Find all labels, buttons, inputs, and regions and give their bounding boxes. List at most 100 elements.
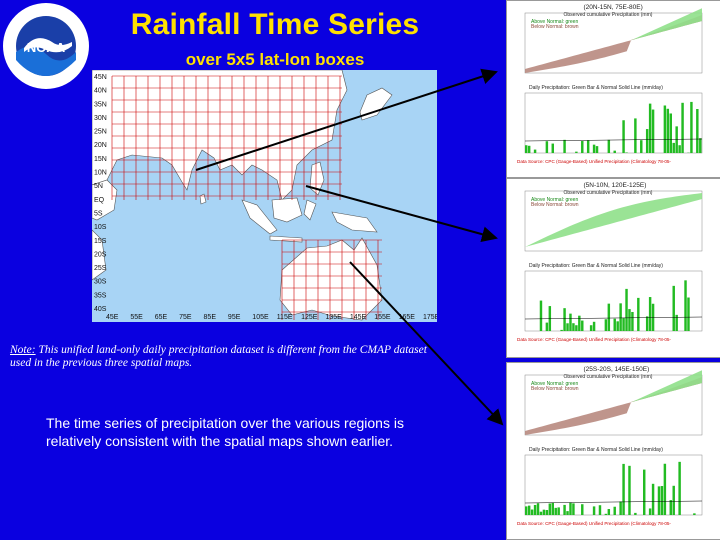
lat-label: 45N [94, 74, 107, 81]
panel-header: (20N-15N, 75E-80E) [584, 4, 643, 11]
legend-above: Above Normal: green [531, 381, 578, 387]
lat-label: 25S [94, 265, 107, 272]
daily-bar [648, 103, 652, 153]
daily-bar [645, 316, 649, 331]
daily-bar [525, 145, 528, 153]
note-label: Note: [10, 344, 36, 356]
daily-bar [545, 141, 549, 153]
daily-bar [563, 139, 566, 153]
daily-bar [672, 142, 675, 153]
note: Note: This unified land-only daily preci… [10, 344, 430, 370]
note-text: This unified land-only daily precipitati… [10, 344, 427, 369]
daily-bar [613, 150, 616, 153]
daily-bar [533, 149, 537, 153]
daily-bar [687, 297, 690, 331]
daily-bar [589, 325, 593, 331]
daily-bar [572, 323, 575, 331]
daily-bar [533, 504, 537, 515]
daily-bar [640, 140, 643, 153]
daily-bar [551, 502, 554, 515]
cum-title: Observed cumulative Precipitation (mm) [564, 12, 653, 18]
daily-bar [551, 143, 554, 153]
daily-bar [622, 120, 625, 153]
lon-label: 95E [228, 314, 241, 321]
daily-bar [586, 140, 590, 153]
daily-bar [696, 109, 699, 153]
daily-bar [575, 325, 578, 331]
legend-below: Below Normal: brown [531, 386, 579, 392]
daily-bar [569, 313, 572, 331]
lon-label: 115E [277, 314, 293, 321]
daily-bar [545, 509, 549, 515]
daily-bar [581, 504, 584, 515]
legend-below: Below Normal: brown [531, 24, 579, 30]
daily-bar [613, 506, 616, 515]
lat-label: 5S [94, 210, 103, 217]
daily-bar [669, 113, 672, 153]
daily-bar [592, 321, 596, 331]
daily-bar [625, 152, 628, 153]
cumulative-anomaly [525, 15, 702, 73]
lat-label: 40S [94, 306, 107, 313]
lat-label: 10S [94, 224, 107, 231]
daily-bar [699, 138, 702, 153]
daily-bar [613, 318, 616, 331]
daily-bar [548, 503, 552, 515]
region-map: 45N 40N 35N 30N 25N 20N 15N 10N 5N EQ 5S 10S 15S 20S 2… [92, 70, 437, 322]
daily-bar [643, 469, 646, 515]
daily-bar [693, 513, 696, 515]
daily-bar [622, 318, 625, 331]
daily-bar [598, 505, 602, 515]
lon-label: 175E [423, 314, 437, 321]
lat-label: 35N [94, 101, 107, 108]
lon-label: 165E [399, 314, 416, 321]
daily-bar [666, 108, 670, 153]
daily-bar [681, 102, 684, 153]
body-text: The time series of precipitation over th… [46, 415, 404, 449]
lat-label: 15S [94, 238, 107, 245]
lat-label: 20N [94, 142, 107, 149]
cum-title: Observed cumulative Precipitation (mm) [564, 374, 653, 380]
daily-bar [545, 322, 549, 331]
daily-bar [619, 303, 622, 331]
daily-bar [663, 105, 667, 153]
normal-line [524, 500, 703, 504]
daily-title: Daily Precipitation: Green Bar & Normal … [529, 263, 663, 269]
legend-above: Above Normal: green [531, 197, 578, 203]
daily-bar [622, 463, 625, 515]
slide-title: Rainfall Time Series [130, 8, 420, 41]
daily-bar [631, 311, 634, 331]
daily-bar [527, 505, 531, 515]
legend-below: Below Normal: brown [531, 202, 579, 208]
lon-label: 75E [179, 314, 192, 321]
daily-bar [684, 280, 687, 331]
daily-bar [675, 314, 678, 331]
daily-bar [560, 329, 563, 331]
daily-bar [581, 141, 584, 153]
daily-bar [637, 297, 640, 331]
daily-bar [566, 511, 569, 515]
lon-label: 55E [130, 314, 143, 321]
lat-label: EQ [94, 197, 105, 204]
daily-bar [607, 139, 611, 153]
daily-bar [554, 507, 557, 515]
panel-header: (25S-20S, 145E-150E) [584, 366, 650, 373]
daily-bar [536, 503, 540, 515]
lon-label: 65E [155, 314, 168, 321]
lat-label: 10N [94, 170, 107, 177]
lon-label: 105E [252, 314, 269, 321]
lon-label: 85E [204, 314, 217, 321]
lat-label: 40N [94, 88, 107, 95]
lat-label: 20S [94, 251, 107, 258]
daily-bar [651, 483, 655, 515]
daily-bar [645, 129, 649, 153]
daily-bar [672, 285, 675, 331]
daily-bar [663, 463, 667, 515]
daily-bar [604, 319, 608, 331]
daily-bar [625, 288, 628, 331]
daily-bar [657, 486, 661, 515]
daily-bar [542, 509, 546, 515]
daily-bar [539, 300, 543, 331]
daily-bar [619, 501, 622, 515]
lat-labels: 45N 40N 35N 30N 25N 20N 15N 10N 5N EQ 5S 10S 15S 20S 2… [94, 74, 107, 313]
